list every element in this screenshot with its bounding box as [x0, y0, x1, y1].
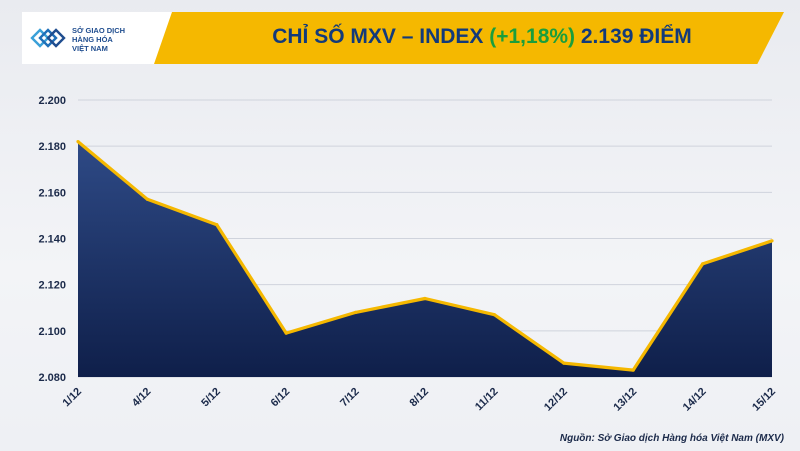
- logo-line-3: VIỆT NAM: [72, 44, 108, 53]
- y-tick-label: 2.200: [38, 95, 66, 107]
- x-tick-label: 12/12: [542, 386, 570, 414]
- data-point: [631, 368, 635, 372]
- data-point: [701, 262, 705, 266]
- y-tick-label: 2.080: [38, 372, 66, 384]
- x-axis: 1/12 4/12 5/12 6/12 7/12 8/12 11/12 12/12 13/12 1…: [60, 386, 778, 414]
- y-tick-label: 2.100: [38, 326, 66, 338]
- y-tick-label: 2.180: [38, 141, 66, 153]
- logo-line-1: SỞ GIAO DỊCH: [72, 26, 126, 35]
- data-point: [562, 361, 566, 365]
- data-point: [770, 239, 774, 243]
- logo-text: SỞ GIAO DỊCH HÀNG HÓA VIỆT NAM: [72, 26, 125, 53]
- mxv-logo-icon: [30, 28, 66, 48]
- source-note: Nguồn: Sở Giao dịch Hàng hóa Việt Nam (M…: [559, 433, 784, 444]
- title-suffix: 2.139 ĐIỂM: [575, 25, 692, 48]
- y-tick-label: 2.120: [38, 280, 66, 292]
- y-axis: 2.080 2.100 2.120 2.140 2.160 2.180 2.200: [38, 95, 66, 384]
- x-tick-label: 13/12: [611, 386, 639, 414]
- x-tick-label: 14/12: [681, 386, 709, 414]
- chart-title: CHỈ SỐ MXV – INDEX (+1,18%) 2.139 ĐIỂM: [202, 25, 762, 49]
- area-fill: [78, 141, 772, 377]
- y-tick-label: 2.140: [38, 234, 66, 246]
- x-tick-label: 1/12: [60, 386, 84, 410]
- x-tick-label: 8/12: [407, 386, 431, 410]
- x-tick-label: 15/12: [750, 386, 778, 414]
- data-point: [284, 331, 288, 335]
- x-tick-label: 4/12: [130, 386, 154, 410]
- data-point: [354, 310, 358, 314]
- x-tick-label: 6/12: [269, 386, 293, 410]
- x-tick-label: 5/12: [199, 386, 223, 410]
- mxv-logo: SỞ GIAO DỊCH HÀNG HÓA VIỆT NAM: [22, 12, 172, 64]
- title-banner: SỞ GIAO DỊCH HÀNG HÓA VIỆT NAM CHỈ SỐ MX…: [22, 12, 784, 64]
- data-point: [215, 223, 219, 227]
- x-tick-label: 7/12: [338, 386, 362, 410]
- data-point: [145, 197, 149, 201]
- data-point: [423, 296, 427, 301]
- data-point: [492, 313, 496, 317]
- logo-line-2: HÀNG HÓA: [72, 35, 113, 44]
- data-point: [76, 139, 80, 144]
- title-change: (+1,18%): [489, 25, 576, 48]
- x-tick-label: 11/12: [473, 386, 501, 414]
- y-tick-label: 2.160: [38, 187, 66, 199]
- data-points: [76, 139, 774, 372]
- title-prefix: CHỈ SỐ MXV – INDEX: [272, 25, 490, 48]
